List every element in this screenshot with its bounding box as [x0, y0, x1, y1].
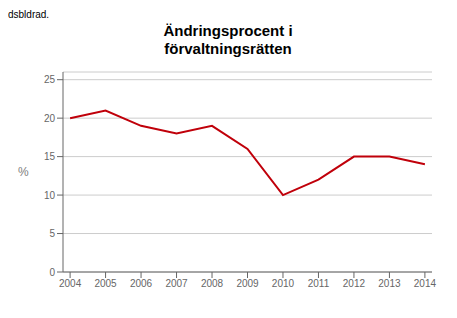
- svg-text:2007: 2007: [165, 278, 188, 289]
- html-text:Ändringsprocent i: Ändringsprocent i: [163, 22, 293, 39]
- svg-text:2005: 2005: [94, 278, 117, 289]
- svg-text:0: 0: [49, 267, 55, 278]
- svg-text:25: 25: [44, 74, 56, 85]
- html-text:dsbldrad.: dsbldrad.: [8, 9, 50, 20]
- svg-text:2006: 2006: [130, 278, 153, 289]
- svg-text:2008: 2008: [201, 278, 224, 289]
- svg-text:2010: 2010: [272, 278, 295, 289]
- svg-text:%: %: [18, 165, 29, 179]
- svg-text:2011: 2011: [308, 278, 330, 289]
- svg-text:15: 15: [44, 151, 56, 162]
- svg-text:10: 10: [44, 190, 56, 201]
- svg-text:2013: 2013: [378, 278, 401, 289]
- svg-text:20: 20: [44, 113, 56, 124]
- svg-text:2004: 2004: [59, 278, 82, 289]
- svg-text:2014: 2014: [414, 278, 437, 289]
- svg-text:2012: 2012: [343, 278, 366, 289]
- svg-text:2009: 2009: [236, 278, 259, 289]
- svg-text:5: 5: [49, 228, 55, 239]
- html-text:förvaltningsrätten: förvaltningsrätten: [164, 40, 292, 57]
